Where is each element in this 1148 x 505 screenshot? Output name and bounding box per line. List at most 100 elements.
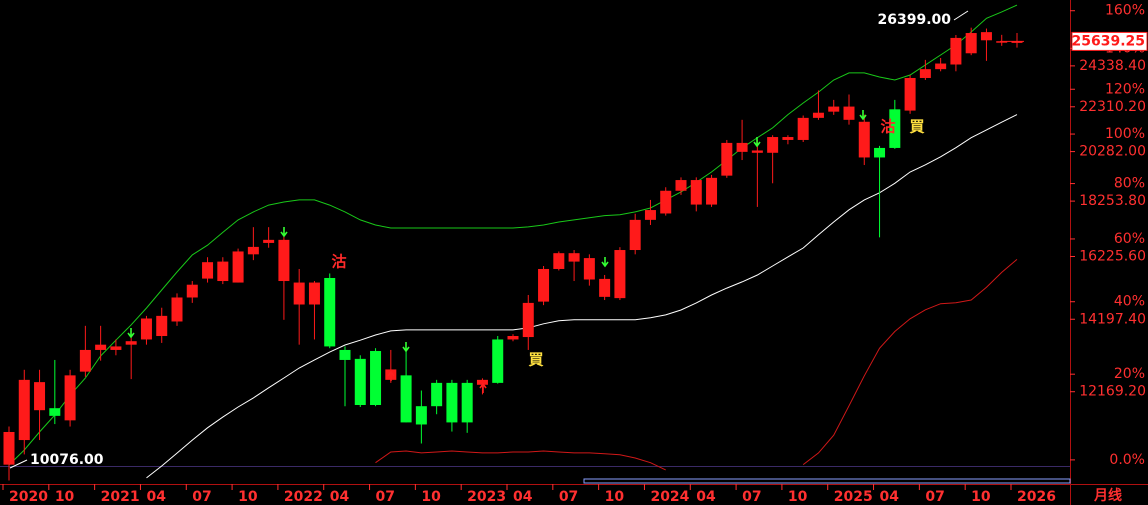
- candle-body: [751, 150, 763, 153]
- candle-body: [278, 239, 290, 282]
- candle-body: [34, 382, 46, 411]
- last-price-label: 25639.25: [1071, 33, 1145, 49]
- overlay-line: [146, 114, 1018, 479]
- signal-arrow: [601, 257, 609, 268]
- y2-tick-label: 40%: [1114, 294, 1145, 310]
- candle-body: [308, 282, 320, 305]
- signal-label: 買: [528, 351, 543, 369]
- candle-body: [538, 268, 550, 302]
- candle-body: [64, 375, 76, 421]
- y2-tick-label: 100%: [1105, 126, 1145, 142]
- candle-body: [370, 351, 382, 406]
- x-tick-label: 10: [421, 489, 441, 505]
- candle-body: [629, 219, 641, 251]
- candle-body: [492, 339, 504, 383]
- candle-body: [858, 121, 870, 158]
- x-tick-label: 10: [605, 489, 625, 505]
- x-tick-label: 10: [788, 489, 808, 505]
- x-tick-label: 10: [971, 489, 991, 505]
- candle-body: [889, 109, 901, 148]
- candle-body: [171, 297, 183, 322]
- signal-arrow: [859, 110, 867, 121]
- candle-body: [3, 431, 15, 465]
- y-tick-label: 16225.60: [1079, 248, 1146, 264]
- candle-body: [18, 379, 30, 441]
- candle-body: [736, 142, 748, 152]
- period-label: 月线: [1093, 487, 1122, 504]
- candle-body: [935, 63, 947, 70]
- x-tick-label: 04: [513, 489, 533, 505]
- x-tick-label: 07: [192, 489, 211, 505]
- candle-body: [660, 190, 672, 214]
- candle-body: [644, 210, 656, 220]
- x-tick-label: 04: [696, 489, 716, 505]
- x-tick-label: 07: [742, 489, 761, 505]
- candle-body: [400, 375, 412, 423]
- y-tick-label: 14197.40: [1079, 311, 1146, 327]
- x-tick-label: 04: [146, 489, 166, 505]
- y-tick-label: 20282.00: [1079, 144, 1146, 160]
- candle-body: [675, 180, 687, 191]
- y-tick-label: 18253.80: [1079, 193, 1146, 209]
- scrollbar[interactable]: [583, 478, 1071, 484]
- candle-body: [446, 382, 458, 423]
- y2-tick-label: 160%: [1105, 3, 1145, 19]
- candle-body: [217, 261, 229, 282]
- last-price-box: [1071, 31, 1148, 51]
- candle-body: [156, 315, 168, 337]
- y-tick-label: 24338.40: [1079, 58, 1146, 74]
- candle-body: [186, 284, 198, 298]
- candle-body: [263, 239, 275, 243]
- candle-body: [110, 346, 122, 350]
- x-tick-label: 07: [559, 489, 578, 505]
- signal-arrow: [387, 370, 395, 381]
- candle-body: [980, 32, 992, 41]
- candle-body: [706, 177, 718, 205]
- x-tick-label: 2021: [101, 489, 140, 505]
- candle-body: [232, 251, 244, 283]
- candle-body: [247, 246, 259, 255]
- signal-arrow: [127, 328, 135, 339]
- candle-body: [140, 318, 152, 340]
- candle-body: [767, 137, 779, 153]
- candle-body: [79, 349, 91, 372]
- candle-body: [553, 253, 565, 269]
- candle-body: [507, 336, 519, 340]
- candle-body: [843, 106, 855, 120]
- x-tick-label: 2022: [284, 489, 323, 505]
- x-tick-label: 2026: [1017, 489, 1056, 505]
- x-tick-label: 07: [925, 489, 944, 505]
- x-tick-label: 07: [376, 489, 395, 505]
- signal-label: 沽: [331, 253, 346, 271]
- candle-body: [568, 253, 580, 262]
- candle-body: [125, 341, 137, 345]
- signal-arrow: [402, 342, 410, 353]
- y2-tick-label: 0.0%: [1109, 452, 1145, 468]
- candle-body: [812, 112, 824, 118]
- candle-body: [49, 408, 61, 416]
- signal-arrow: [753, 137, 761, 148]
- y-tick-label: 22310.20: [1079, 99, 1146, 115]
- x-tick-label: 2023: [467, 489, 506, 505]
- x-tick-label: 2025: [834, 489, 873, 505]
- x-tick-label: 2020: [9, 489, 48, 505]
- candle-body: [583, 258, 595, 280]
- overlay-line: [375, 259, 1018, 471]
- y2-tick-label: 120%: [1105, 81, 1145, 97]
- candle-body: [476, 379, 488, 385]
- high-pointer: [953, 10, 969, 21]
- candle-body: [965, 33, 977, 54]
- signal-arrow: [280, 227, 288, 238]
- candle-body: [950, 37, 962, 65]
- candle-body: [874, 147, 886, 158]
- candle-body: [996, 41, 1008, 43]
- x-tick-label: 2024: [650, 489, 689, 505]
- candle-body: [599, 278, 611, 297]
- candle-body: [782, 137, 794, 140]
- candle-body: [828, 106, 840, 112]
- candle-body: [324, 277, 336, 347]
- y2-tick-label: 20%: [1114, 366, 1145, 382]
- y-tick-label: 12169.20: [1079, 384, 1146, 400]
